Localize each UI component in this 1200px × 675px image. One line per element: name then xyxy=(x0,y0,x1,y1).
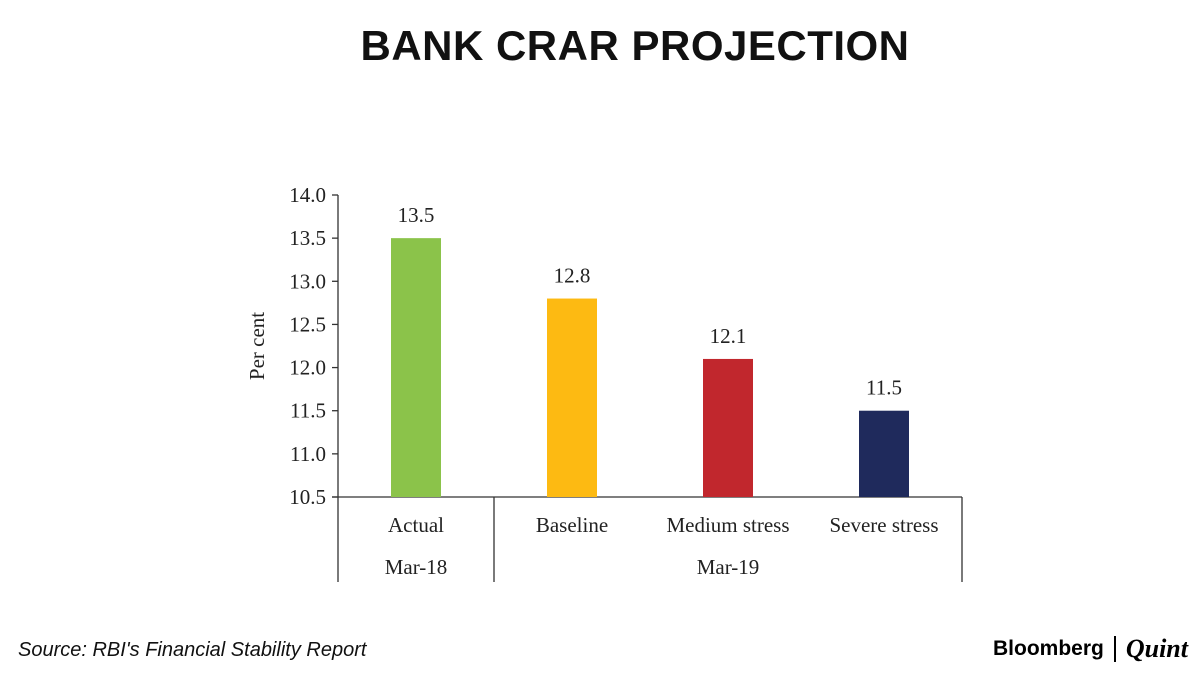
source-note: Source: RBI's Financial Stability Report xyxy=(18,639,367,661)
y-tick-label: 13.5 xyxy=(289,226,326,250)
bar xyxy=(703,358,753,497)
logo-divider xyxy=(1113,636,1116,662)
y-axis-label: Per cent xyxy=(245,312,269,380)
group-label: Mar-18 xyxy=(385,555,448,579)
bar xyxy=(391,238,441,497)
category-label: Actual xyxy=(388,513,444,537)
y-tick-label: 12.0 xyxy=(289,356,326,380)
group-label: Mar-19 xyxy=(697,555,760,579)
category-label: Baseline xyxy=(536,513,608,537)
data-label: 12.1 xyxy=(710,324,747,348)
y-tick-label: 11.0 xyxy=(290,442,326,466)
y-tick-label: 13.0 xyxy=(289,269,326,293)
y-tick-label: 12.5 xyxy=(289,312,326,336)
y-tick-label: 14.0 xyxy=(289,183,326,207)
bar xyxy=(547,298,597,497)
bar xyxy=(859,410,909,497)
y-tick-label: 11.5 xyxy=(290,399,326,423)
logo-brand: Bloomberg xyxy=(993,637,1104,660)
data-label: 12.8 xyxy=(554,264,591,288)
chart-title: BANK CRAR PROJECTION xyxy=(360,22,910,69)
bloombergquint-logo: Bloomberg Quint xyxy=(993,634,1188,664)
data-label: 11.5 xyxy=(866,376,902,400)
category-label: Severe stress xyxy=(829,513,938,537)
logo-partner: Quint xyxy=(1125,634,1188,663)
y-tick-label: 10.5 xyxy=(289,485,326,509)
data-label: 13.5 xyxy=(398,203,435,227)
category-label: Medium stress xyxy=(666,513,789,537)
